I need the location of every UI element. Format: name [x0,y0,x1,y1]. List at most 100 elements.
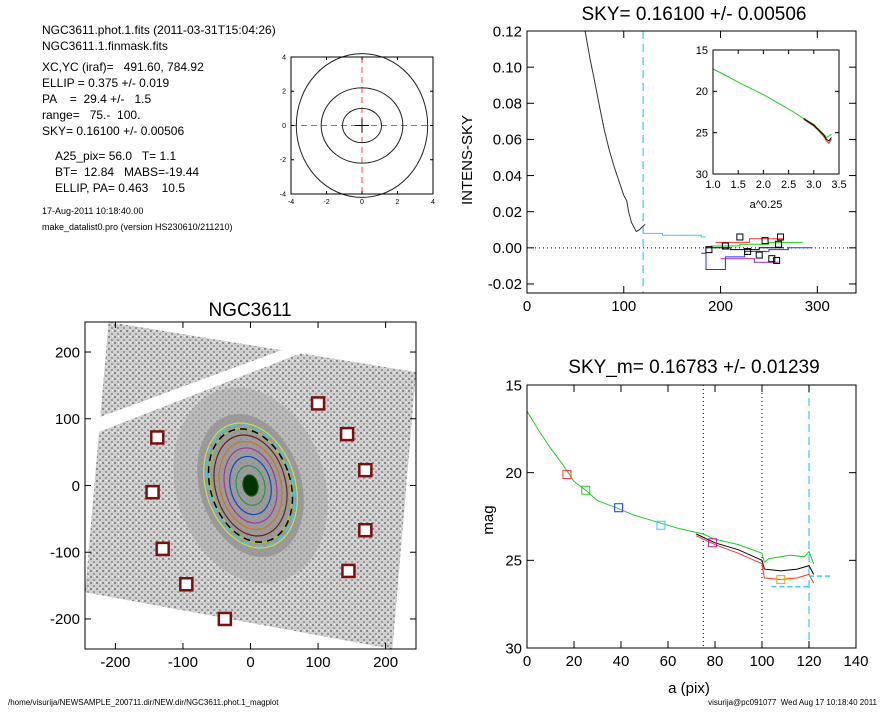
mag-series-line [780,577,791,581]
x-tick-label: 100 [306,654,331,671]
y-axis-label: INTENS-SKY [459,115,476,205]
x-tick-label: 2.5 [781,179,796,191]
sky-box [341,563,356,579]
sky-box [358,462,373,478]
center-contour-plot: -4 -2 0 2 4 -4 -2 0 2 4 [280,53,435,206]
plot-frame [712,49,840,175]
sky-box-marker [755,251,763,259]
x-tick-label: 4 [431,199,435,206]
info-line: range= 75.- 100. [42,108,140,122]
x-tick-label: 2.0 [756,179,771,191]
y-tick-label: -2 [280,157,286,164]
sky-annulus-line [701,247,813,270]
info-block: NGC3611.phot.1.fits (2011-03-31T15:04:26… [42,23,276,232]
info-line: SKY= 0.16100 +/- 0.00506 [42,124,184,138]
y-tick-label: 20 [696,86,708,98]
y-tick-label: 30 [696,169,708,181]
sky-box-marker [744,247,752,255]
sky-box-marker [768,255,776,263]
sky-box [217,611,233,627]
sky-ellipse-outer [207,428,294,543]
sky-box [310,396,326,411]
mag-series-line [695,533,815,575]
sky-annulus-line [715,238,784,243]
x-tick-label: 300 [805,298,830,315]
footer-user-timestamp: visurija@pc091077 Wed Aug 17 10:18:40 20… [708,698,877,707]
x-tick-label: 3.0 [806,179,821,191]
plot-frame [526,384,857,649]
sky-box-marker [721,242,729,250]
x-tick-label: 0 [360,199,364,206]
plot-frame [526,30,857,294]
x-tick-label: 40 [613,653,630,670]
info-line: BT= 12.84 MABS=-19.44 [55,165,199,179]
y-tick-label: 4 [282,54,286,61]
info-line: NGC3611.phot.1.fits (2011-03-31T15:04:26… [42,23,276,37]
inset-series-line [803,118,832,142]
y-tick-label: 15 [696,45,708,57]
sky-box-marker [775,240,783,248]
x-tick-label: 0 [523,298,531,315]
info-program: make_datalist0.pro (version HS230610/211… [42,222,232,232]
y-tick-label: -100 [50,544,80,561]
contour-level [320,87,404,164]
mag-marker [708,538,718,548]
x-tick-label: 1.0 [705,179,720,191]
sky-box-marker [705,246,713,254]
mag-series-line [526,411,815,564]
mag-marker [581,485,591,495]
x-tick-label: 200 [373,654,398,671]
y-axis-label: mag [480,505,497,534]
sky-box-marker [777,233,785,241]
x-tick-label: 2 [396,199,400,206]
satellite-trail [95,322,369,433]
mag-marker [776,575,786,585]
x-tick-label: 80 [707,653,724,670]
footer-path: /home/visurija/NEWSAMPLE_200711.dir/NEW.… [8,698,279,707]
info-line: ELLIP = 0.375 +/- 0.019 [42,76,170,90]
isophote-ellipse [213,434,288,537]
x-tick-label: -2 [323,199,329,206]
y-tick-label: 0.06 [493,132,522,149]
x-tick-label: 60 [660,653,677,670]
isophote-ellipse [242,474,259,497]
info-line: XC,YC (iraf)= 491.60, 784.92 [42,60,204,74]
y-tick-label: -200 [50,611,80,628]
intensity-profile-line [584,30,646,233]
isophote-ellipse [218,440,283,531]
y-tick-label: 2 [282,89,286,96]
isophote-ellipse [203,422,298,549]
sky-box [339,426,355,442]
sky-profile-plot: SKY= 0.16100 +/- 0.00506 INTENS-SKY 0 100… [459,4,857,315]
mag-profile-plot: SKY_m= 0.16783 +/- 0.01239 mag a (pix) 0… [480,357,869,697]
x-tick-label: 100 [611,298,636,315]
x-tick-label: 0 [246,654,254,671]
sky-box [155,541,170,557]
x-tick-label: -4 [288,199,294,206]
sky-annulus-line [710,241,803,247]
y-tick-label: 0.04 [493,168,522,185]
isophote-ellipse [229,455,272,516]
sky-box [358,522,373,538]
x-tick-label: 1.5 [731,179,746,191]
y-tick-label: 0 [282,123,286,130]
mag-series-line [695,535,815,584]
sky-box-marker [761,237,769,245]
inset-background [713,50,839,174]
x-tick-label: 0 [523,653,531,670]
x-tick-label: 3.5 [831,179,846,191]
info-date: 17-Aug-2011 10:18:40.00 [42,206,143,216]
x-tick-label: -100 [168,654,198,671]
galaxy-image-plot: NGC3611 -200 -100 0 100 200 -200 -100 0 100 200 [50,300,417,671]
sky-box [150,430,165,445]
info-line: PA = 29.4 +/- 1.5 [42,92,152,106]
isophote-ellipse [235,465,266,506]
x-tick-label: 20 [566,653,583,670]
inset-series-line [712,68,832,139]
mag-marker [562,469,572,479]
sky-box-marker [773,256,781,264]
y-tick-label: 0.12 [493,23,522,40]
x-tick-label: 140 [843,653,868,670]
x-axis-label: a (pix) [668,680,710,697]
